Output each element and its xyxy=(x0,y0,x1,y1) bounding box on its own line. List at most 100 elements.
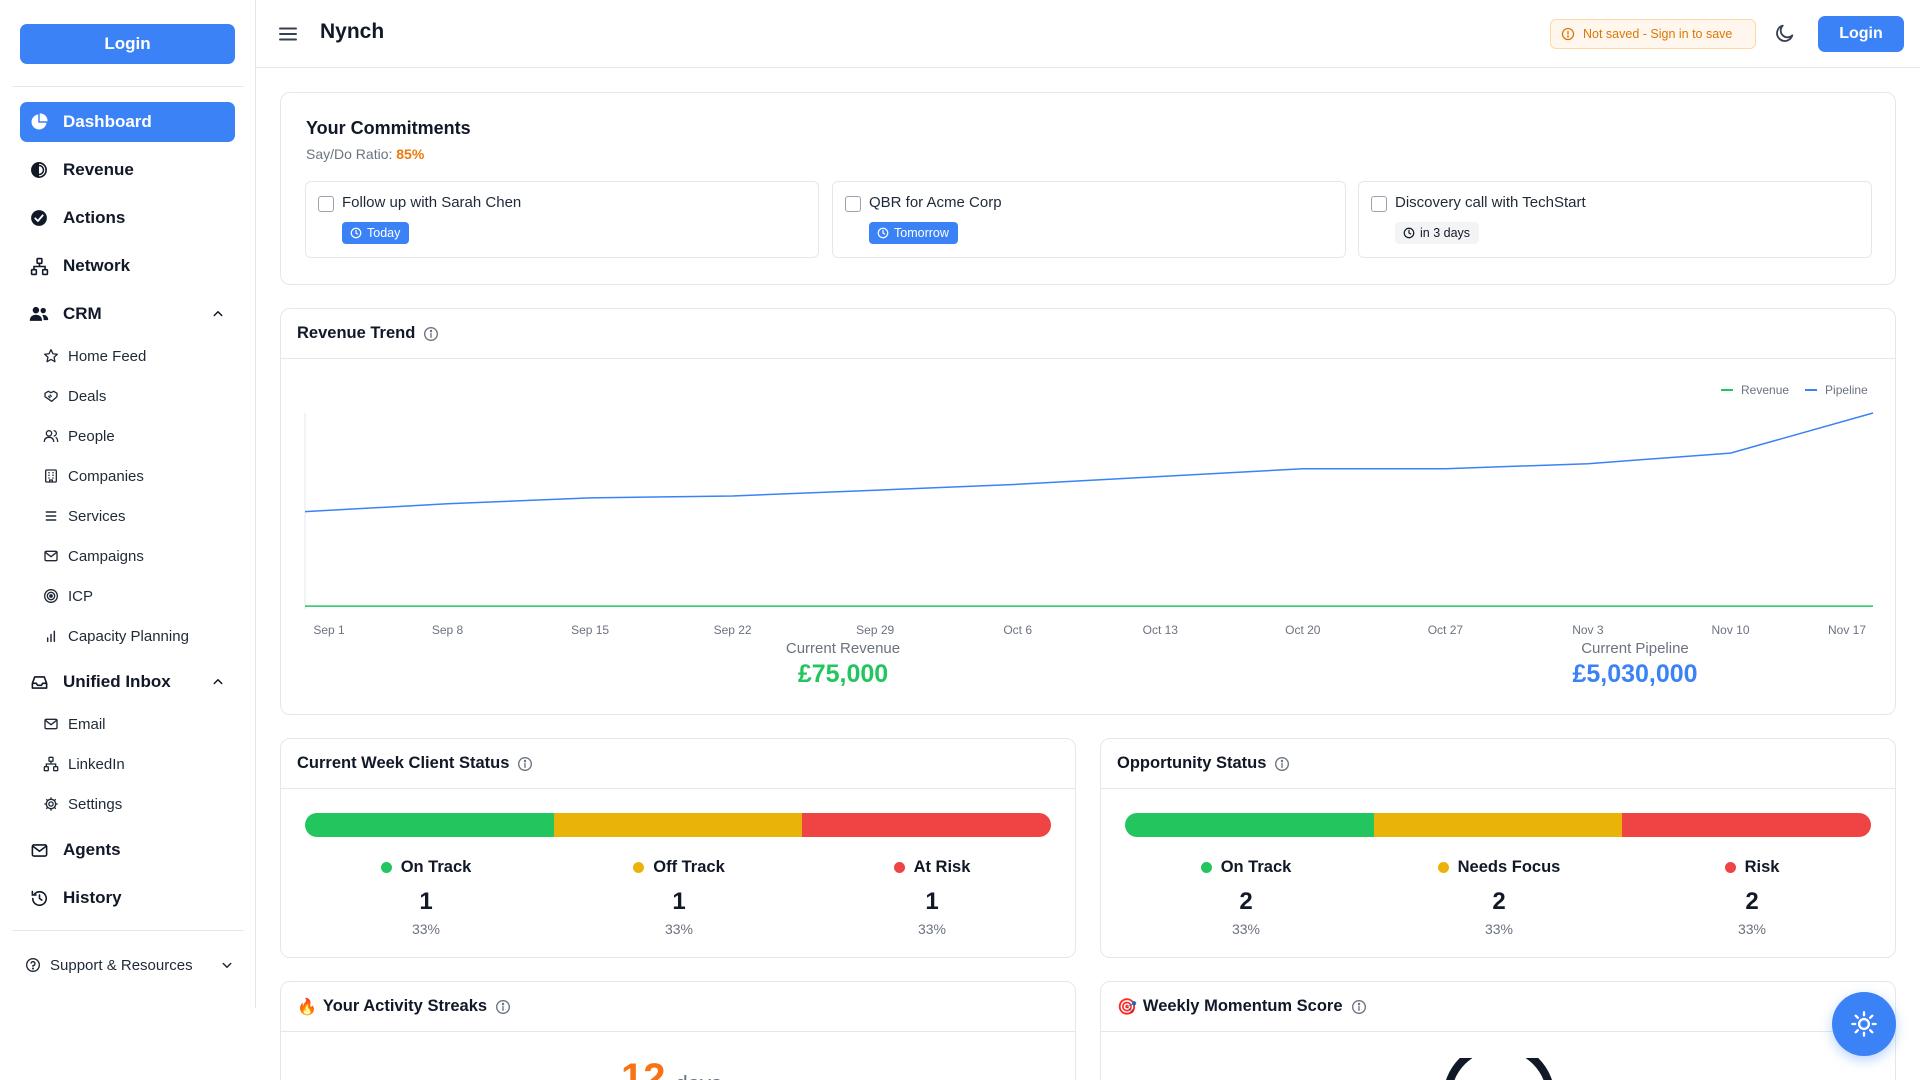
info-icon[interactable] xyxy=(1274,756,1290,772)
sidebar-item-label: History xyxy=(63,888,122,907)
x-tick-label: Sep 1 xyxy=(313,623,345,637)
building-icon xyxy=(42,467,60,485)
revenue-trend-header: Revenue Trend xyxy=(281,309,1895,359)
chevron-down-icon xyxy=(218,956,236,974)
sidebar-item-deals[interactable]: Deals xyxy=(42,383,106,409)
sidebar-item-campaigns[interactable]: Campaigns xyxy=(42,543,144,569)
status-percent: 33% xyxy=(1737,921,1767,937)
activity-streaks-card: 🔥 Your Activity Streaks 12 days xyxy=(280,981,1076,1080)
opportunity-status-title: Opportunity Status xyxy=(1117,754,1267,772)
commitment-checkbox[interactable] xyxy=(318,196,334,212)
status-dot xyxy=(633,861,645,873)
star-icon xyxy=(42,347,60,365)
weekly-momentum-card: 🎯 Weekly Momentum Score xyxy=(1100,981,1896,1080)
status-label-text: On Track xyxy=(400,857,472,876)
status-bar-segment xyxy=(553,813,803,837)
sidebar-item-crm[interactable]: CRM xyxy=(20,294,235,334)
x-tick-label: Oct 20 xyxy=(1285,623,1321,637)
legend-label: Revenue xyxy=(1741,383,1790,397)
commitment-text: QBR for Acme Corp xyxy=(869,194,1002,211)
status-column-risk: Risk 2 33% xyxy=(1627,855,1877,937)
activity-streaks-header: 🔥 Your Activity Streaks xyxy=(281,982,1075,1032)
sidebar-item-label: CRM xyxy=(63,304,102,323)
status-percent: 33% xyxy=(917,921,947,937)
commitment-text: Follow up with Sarah Chen xyxy=(342,194,522,211)
status-label-text: At Risk xyxy=(913,857,971,876)
commitments-title: Your Commitments xyxy=(306,118,471,138)
commitment-item: Discovery call with TechStart in 3 days xyxy=(1358,181,1872,258)
bar-chart-icon xyxy=(42,627,60,645)
x-tick-label: Nov 10 xyxy=(1711,623,1749,637)
not-saved-badge[interactable]: Not saved - Sign in to save xyxy=(1550,19,1756,49)
commitment-item: QBR for Acme Corp Tomorrow xyxy=(832,181,1346,258)
users-icon xyxy=(28,303,50,325)
say-do-label: Say/Do Ratio: xyxy=(306,146,393,162)
commitment-checkbox[interactable] xyxy=(1371,196,1387,212)
sidebar-item-unified-inbox[interactable]: Unified Inbox xyxy=(20,662,235,702)
sidebar-item-network[interactable]: Network xyxy=(20,246,235,286)
gear-icon xyxy=(42,795,60,813)
status-label-text: Risk xyxy=(1744,857,1780,876)
status-percent: 33% xyxy=(1231,921,1261,937)
sidebar-item-icp[interactable]: ICP xyxy=(42,583,93,609)
status-percent: 33% xyxy=(664,921,694,937)
chevron-up-icon[interactable] xyxy=(209,305,227,323)
x-tick-label: Oct 13 xyxy=(1143,623,1179,637)
sidebar-item-label: Actions xyxy=(63,208,126,227)
mail-icon xyxy=(42,547,60,565)
client-status-bar xyxy=(305,813,1051,837)
chevron-up-icon[interactable] xyxy=(209,673,227,691)
clock-icon xyxy=(877,227,889,239)
sidebar-item-companies[interactable]: Companies xyxy=(42,463,144,489)
sidebar-item-dashboard[interactable]: Dashboard xyxy=(20,102,235,142)
sidebar-item-home-feed[interactable]: Home Feed xyxy=(42,343,146,369)
sidebar-item-linkedin[interactable]: LinkedIn xyxy=(42,751,125,777)
inbox-icon xyxy=(28,671,50,693)
x-tick-label: Sep 22 xyxy=(714,623,752,637)
theme-toggle-button[interactable] xyxy=(1832,992,1896,1056)
commitment-checkbox[interactable] xyxy=(845,196,861,212)
sidebar-item-revenue[interactable]: Revenue xyxy=(20,150,235,190)
mail-icon xyxy=(28,839,50,861)
revenue-icon xyxy=(28,159,50,181)
sidebar-item-people[interactable]: People xyxy=(42,423,115,449)
status-dot xyxy=(1437,861,1449,873)
status-column-on-track: On Track 2 33% xyxy=(1121,855,1371,937)
sidebar-item-actions[interactable]: Actions xyxy=(20,198,235,238)
moon-icon[interactable] xyxy=(1774,22,1798,46)
commitment-text: Discovery call with TechStart xyxy=(1395,194,1586,211)
info-icon[interactable] xyxy=(1351,999,1367,1015)
status-bar-segment xyxy=(305,813,554,837)
mail-icon xyxy=(42,715,60,733)
status-dot xyxy=(380,861,392,873)
target-icon: 🎯 xyxy=(1117,998,1137,1016)
current-pipeline-value: £5,030,000 xyxy=(1572,660,1698,688)
info-icon[interactable] xyxy=(423,326,439,342)
handshake-icon xyxy=(42,387,60,405)
sidebar-item-services[interactable]: Services xyxy=(42,503,126,529)
support-resources-toggle[interactable]: Support & Resources xyxy=(24,954,236,976)
sidebar-login-button[interactable]: Login xyxy=(20,24,235,64)
status-percent: 33% xyxy=(411,921,441,937)
current-pipeline-label: Current Pipeline xyxy=(1581,640,1689,657)
sun-icon xyxy=(1850,1010,1878,1038)
opportunity-status-header: Opportunity Status xyxy=(1101,739,1895,789)
sidebar-item-settings[interactable]: Settings xyxy=(42,791,122,817)
x-tick-label: Sep 15 xyxy=(571,623,609,637)
header-login-button[interactable]: Login xyxy=(1818,16,1904,52)
info-icon[interactable] xyxy=(495,999,511,1015)
sidebar-item-label: Revenue xyxy=(63,160,134,179)
sidebar-item-history[interactable]: History xyxy=(20,878,235,918)
sidebar-item-capacity-planning[interactable]: Capacity Planning xyxy=(42,623,189,649)
info-icon[interactable] xyxy=(517,756,533,772)
client-status-card: Current Week Client Status On Track 1 33… xyxy=(280,738,1076,958)
current-revenue-value: £75,000 xyxy=(797,660,889,688)
status-label-text: On Track xyxy=(1220,857,1292,876)
menu-toggle-icon[interactable] xyxy=(276,22,300,46)
sidebar-item-agents[interactable]: Agents xyxy=(20,830,235,870)
fire-icon: 🔥 xyxy=(297,998,317,1016)
sidebar-item-email[interactable]: Email xyxy=(42,711,106,737)
revenue-trend-card: Revenue Trend Revenue Pipeline Sep 1 Sep … xyxy=(280,308,1896,715)
status-label: On Track xyxy=(1121,855,1371,879)
opportunity-status-bar xyxy=(1125,813,1871,837)
